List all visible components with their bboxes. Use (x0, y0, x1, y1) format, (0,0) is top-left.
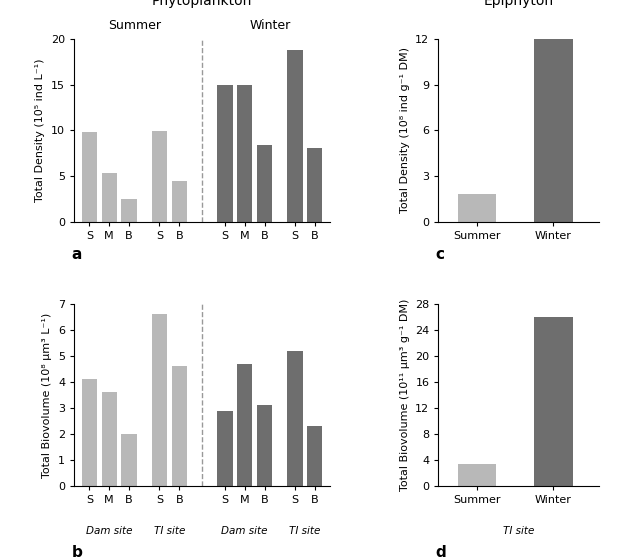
Bar (121, 434, 137, 486)
Y-axis label: Total Biovolume (10⁸ μm³ L⁻¹): Total Biovolume (10⁸ μm³ L⁻¹) (43, 312, 53, 478)
Text: TI site: TI site (503, 527, 535, 537)
Text: Dam site: Dam site (86, 527, 132, 537)
Bar (535, 39, 573, 222)
Bar (287, 350, 303, 486)
Bar (152, 314, 167, 486)
Bar (457, 463, 496, 486)
Text: TI site: TI site (154, 527, 185, 537)
Text: TI site: TI site (289, 527, 321, 537)
Text: a: a (72, 247, 82, 262)
Bar (101, 392, 117, 486)
Bar (218, 85, 232, 222)
Bar (172, 366, 187, 486)
Bar (535, 317, 573, 486)
Bar (172, 181, 187, 222)
Bar (287, 50, 303, 222)
Bar (218, 411, 232, 486)
Text: d: d (435, 544, 446, 559)
Bar (82, 380, 97, 486)
Text: Winter: Winter (249, 19, 290, 32)
Text: b: b (72, 544, 82, 559)
Y-axis label: Total Density (10⁵ ind L⁻¹): Total Density (10⁵ ind L⁻¹) (35, 59, 46, 202)
Text: Phytoplankton: Phytoplankton (152, 0, 252, 8)
Bar (307, 148, 323, 222)
Bar (237, 364, 252, 486)
Text: Summer: Summer (108, 19, 161, 32)
Bar (82, 132, 97, 222)
Bar (121, 199, 137, 222)
Bar (152, 131, 167, 222)
Bar (237, 85, 252, 222)
Y-axis label: Total Density (10⁸ ind g⁻¹ DM): Total Density (10⁸ ind g⁻¹ DM) (400, 48, 410, 214)
Bar (257, 145, 272, 222)
Text: c: c (435, 247, 444, 262)
Bar (257, 405, 272, 486)
Bar (307, 427, 323, 486)
Y-axis label: Total Biovolume (10¹¹ μm³ g⁻¹ DM): Total Biovolume (10¹¹ μm³ g⁻¹ DM) (400, 299, 410, 491)
Bar (101, 173, 117, 222)
Text: Epiphyton: Epiphyton (484, 0, 554, 8)
Bar (457, 195, 496, 222)
Text: Dam site: Dam site (221, 527, 268, 537)
